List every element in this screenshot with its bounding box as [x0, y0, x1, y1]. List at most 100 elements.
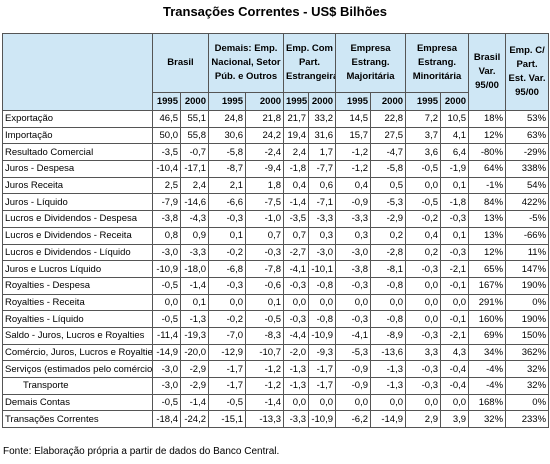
cell: 0,3 — [308, 226, 337, 245]
cell: 2,4 — [283, 143, 310, 162]
cell: 0,0 — [308, 393, 337, 412]
cell: -4,4 — [283, 326, 310, 345]
cell: -3,3 — [308, 210, 337, 228]
cell: 0,9 — [180, 226, 209, 245]
cell: -13,3 — [244, 410, 285, 429]
cell: -0,8 — [370, 310, 407, 328]
cell: 30,6 — [208, 126, 246, 145]
year-header: 2000 — [244, 92, 285, 111]
table-row: Demais Contas -0,5 -1,4 -0,5 -1,4 0,0 0,0 0,0 0,… — [2, 393, 550, 412]
cell: 0,4 — [405, 226, 442, 245]
table-row: Resultado Comercial -3,5 -0,7 -5,8 -2,4 2,4 1,… — [2, 143, 550, 162]
cell: 0,1 — [208, 226, 246, 245]
year-header: 1995 — [208, 92, 246, 111]
cell: -0,6 — [244, 276, 285, 295]
table-row: Juros e Lucros Líquido -10,9 -18,0 -6,8 -7,8… — [2, 260, 550, 278]
cell: -5% — [505, 210, 550, 228]
cell: -7,9 — [152, 193, 181, 212]
cell: 0,8 — [152, 226, 181, 245]
year-header: 1995 — [335, 92, 372, 111]
cell: -3,0 — [308, 243, 337, 262]
cell: -10,1 — [308, 260, 337, 278]
cell: 64% — [468, 160, 507, 178]
cell: -1,2 — [244, 377, 285, 395]
cell: -20,0 — [180, 343, 209, 362]
cell: 168% — [468, 393, 507, 412]
cell: -19,3 — [180, 326, 209, 345]
cell: -2,8 — [370, 243, 407, 262]
data-table: Brasil Demais: Emp. Nacional, Setor Púb. … — [2, 33, 550, 429]
cell: -5,8 — [370, 160, 407, 178]
cell: 4,1 — [440, 126, 470, 145]
cell: -14,6 — [180, 193, 209, 212]
cell: -10,9 — [308, 326, 337, 345]
cell: 0,6 — [308, 176, 337, 195]
cell: 34% — [468, 343, 507, 362]
row-label: Demais Contas — [2, 393, 153, 412]
cell: -10,4 — [152, 160, 181, 178]
cell: -0,3 — [405, 260, 442, 278]
cell: -11,4 — [152, 326, 181, 345]
cell: -1,3 — [370, 377, 407, 395]
row-label: Juros - Líquido — [2, 193, 153, 212]
cell: -1,2 — [335, 143, 372, 162]
cell: -5,3 — [335, 343, 372, 362]
cell: 21,8 — [244, 110, 285, 128]
cell: -18,4 — [152, 410, 181, 429]
cell: 63% — [505, 126, 550, 145]
cell: -5,8 — [208, 143, 246, 162]
year-header: 2000 — [180, 92, 209, 111]
cell: -1,2 — [244, 360, 285, 378]
cell: 0,0 — [440, 293, 470, 312]
row-label: Exportação — [2, 110, 153, 128]
group-header: Emp. Com Part. Estrangeira — [283, 33, 337, 93]
year-header: 2000 — [370, 92, 407, 111]
cell: -6,6 — [208, 193, 246, 212]
cell: 0,5 — [370, 176, 407, 195]
row-label: Lucros e Dividendos - Receita — [2, 226, 153, 245]
year-header: 1995 — [152, 92, 181, 111]
row-label: Transações Correntes — [2, 410, 153, 429]
cell: -3,0 — [152, 377, 181, 395]
cell: -10,9 — [308, 410, 337, 429]
cell: 3,6 — [405, 143, 442, 162]
cell: 32% — [505, 377, 550, 395]
cell: -12,9 — [208, 343, 246, 362]
var-header: Brasil Var. 95/00 — [468, 33, 507, 111]
cell: -14,9 — [152, 343, 181, 362]
group-header: Brasil — [152, 33, 209, 93]
cell: 84% — [468, 193, 507, 212]
cell: 0,4 — [335, 176, 372, 195]
cell: -1,4 — [180, 276, 209, 295]
cell: 18% — [468, 110, 507, 128]
cell: -0,5 — [208, 393, 246, 412]
cell: -2,0 — [283, 343, 310, 362]
cell: -0,9 — [335, 360, 372, 378]
cell: -1,0 — [244, 210, 285, 228]
cell: 2,1 — [208, 176, 246, 195]
year-header: 1995 — [283, 92, 310, 111]
cell: 0,0 — [208, 293, 246, 312]
cell: 53% — [505, 110, 550, 128]
cell: 55,1 — [180, 110, 209, 128]
cell: -1,7 — [208, 360, 246, 378]
cell: 3,9 — [440, 410, 470, 429]
cell: 0,0 — [152, 293, 181, 312]
cell: 54% — [505, 176, 550, 195]
cell: -0,8 — [308, 276, 337, 295]
table-row: Lucros e Dividendos - Despesa -3,8 -4,3 -0,… — [2, 210, 550, 228]
cell: -0,1 — [440, 276, 470, 295]
table-row: Transporte -3,0 -2,9 -1,7 -1,2 -1,3 -1,7 -0,9 -1… — [2, 377, 550, 395]
cell: 11% — [505, 243, 550, 262]
cell: -2,9 — [180, 377, 209, 395]
cell: -0,3 — [283, 310, 310, 328]
cell: 7,2 — [405, 110, 442, 128]
cell: -0,3 — [208, 210, 246, 228]
row-label: Lucros e Dividendos - Líquido — [2, 243, 153, 262]
cell: -1% — [468, 176, 507, 195]
cell: -0,5 — [152, 276, 181, 295]
cell: 150% — [505, 326, 550, 345]
cell: 50,0 — [152, 126, 181, 145]
cell: 0,0 — [405, 393, 442, 412]
